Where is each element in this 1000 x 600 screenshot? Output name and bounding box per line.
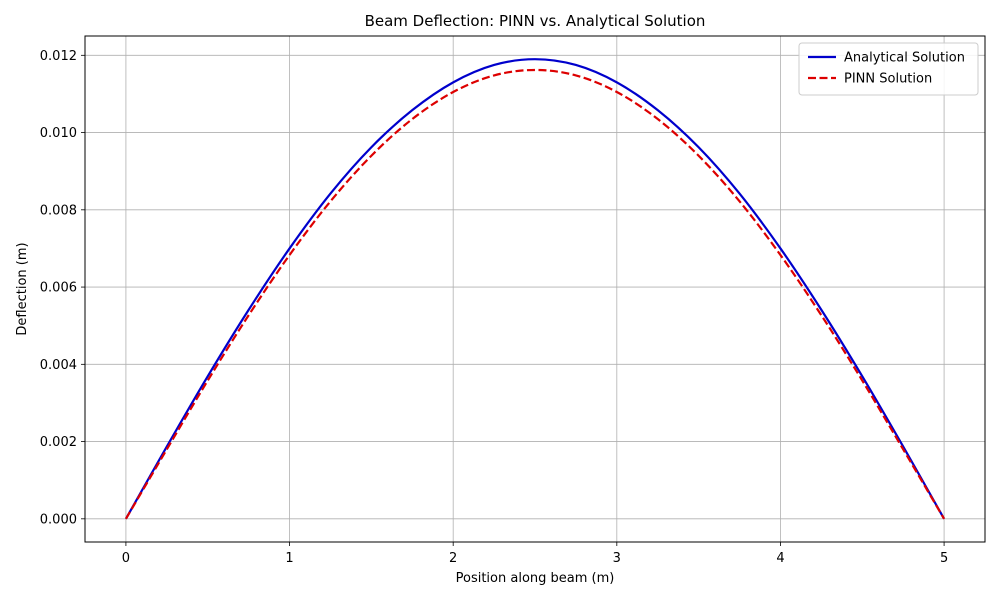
x-axis-title: Position along beam (m) xyxy=(456,571,615,586)
y-tick-label: 0.004 xyxy=(40,358,77,373)
series-line-pinn-solution xyxy=(124,68,946,520)
y-tick-label: 0.002 xyxy=(40,435,77,450)
ticks: 0 1 2 3 4 5 0.000 0.002 0.004 0.006 0.008 0.010 0.01… xyxy=(40,49,948,566)
y-tick-label: 0.010 xyxy=(40,126,77,141)
legend-label: Analytical Solution xyxy=(844,51,965,66)
series-layer xyxy=(124,58,946,520)
x-tick-label: 2 xyxy=(449,551,457,566)
chart-title: Beam Deflection: PINN vs. Analytical Sol… xyxy=(365,12,706,30)
legend: Analytical Solution PINN Solution xyxy=(798,42,979,96)
y-axis-title: Deflection (m) xyxy=(15,242,30,335)
grid xyxy=(85,36,985,542)
y-tick-label: 0.012 xyxy=(40,49,77,64)
y-tick-label: 0.000 xyxy=(40,512,77,527)
y-tick-label: 0.008 xyxy=(40,203,77,218)
x-tick-label: 4 xyxy=(776,551,784,566)
legend-label: PINN Solution xyxy=(844,72,932,87)
x-tick-label: 1 xyxy=(285,551,293,566)
y-tick-label: 0.006 xyxy=(40,281,77,296)
x-tick-label: 0 xyxy=(122,551,130,566)
plot-frame xyxy=(84,35,986,543)
legend-box xyxy=(798,42,979,96)
x-tick-label: 3 xyxy=(613,551,621,566)
series-line-analytical-solution xyxy=(124,58,946,520)
x-tick-label: 5 xyxy=(940,551,948,566)
